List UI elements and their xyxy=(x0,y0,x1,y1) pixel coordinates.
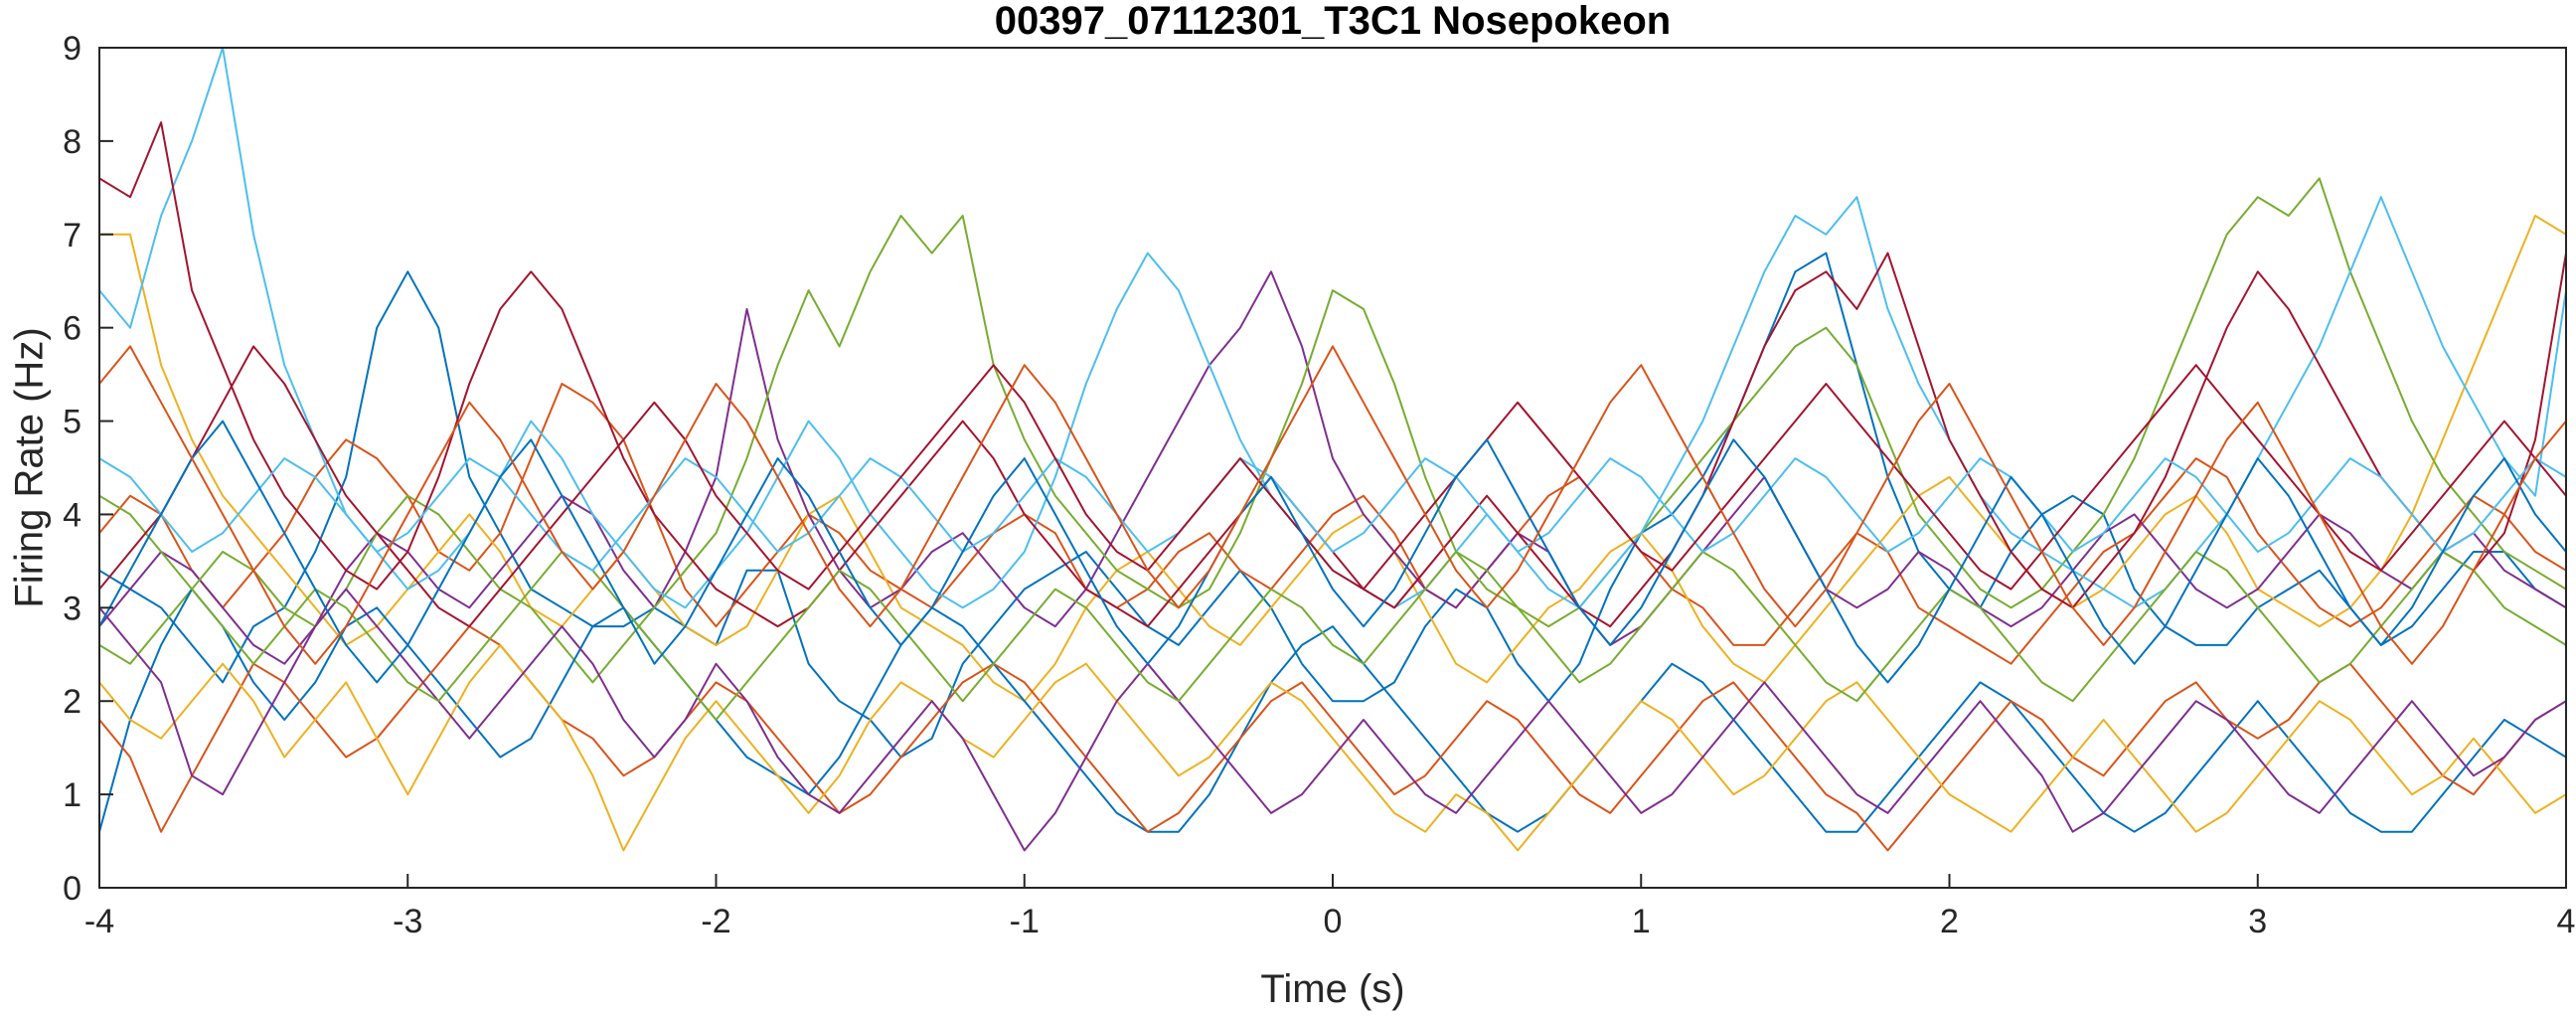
chart-title: 00397_07112301_T3C1 Nosepokeon xyxy=(995,0,1671,43)
x-tick-label: 1 xyxy=(1632,903,1651,940)
series-line-10 xyxy=(98,643,2567,852)
series-line-12 xyxy=(98,494,2567,721)
series-line-11 xyxy=(98,588,2567,852)
y-axis-label: Firing Rate (Hz) xyxy=(8,327,52,607)
series-line-16 xyxy=(98,345,2567,665)
x-ticks: -4 -3 -2 -1 0 1 2 3 4 xyxy=(84,874,2576,940)
x-tick-label: 0 xyxy=(1324,903,1343,940)
series-line-1 xyxy=(98,252,2567,759)
series-line-15 xyxy=(98,420,2567,684)
y-tick-label: 6 xyxy=(63,310,81,348)
y-tick-label: 1 xyxy=(63,776,81,814)
y-tick-label: 2 xyxy=(63,683,81,721)
series-group xyxy=(98,47,2567,852)
y-tick-label: 7 xyxy=(63,217,81,254)
y-tick-label: 9 xyxy=(63,30,81,68)
x-tick-label: -1 xyxy=(1010,903,1040,940)
series-line-8 xyxy=(98,588,2567,833)
y-tick-label: 5 xyxy=(63,404,81,441)
series-line-2 xyxy=(98,383,2567,665)
series-line-3 xyxy=(99,215,2567,703)
series-line-14 xyxy=(98,345,2567,628)
y-ticks: 0 1 2 3 4 5 6 7 8 9 xyxy=(63,30,113,908)
x-tick-label: 2 xyxy=(1940,903,1959,940)
y-tick-label: 4 xyxy=(63,496,81,534)
x-tick-label: -3 xyxy=(393,903,422,940)
series-line-5 xyxy=(98,177,2567,684)
series-line-4 xyxy=(98,270,2567,665)
series-line-13 xyxy=(98,457,2567,572)
x-tick-label: 4 xyxy=(2557,903,2576,940)
y-tick-label: 3 xyxy=(63,590,81,627)
x-axis-label: Time (s) xyxy=(1260,967,1404,1011)
x-tick-label: -2 xyxy=(701,903,730,940)
y-tick-label: 8 xyxy=(63,123,81,161)
x-tick-label: -4 xyxy=(84,903,114,940)
x-tick-label: 3 xyxy=(2248,903,2267,940)
y-tick-label: 0 xyxy=(63,870,81,908)
